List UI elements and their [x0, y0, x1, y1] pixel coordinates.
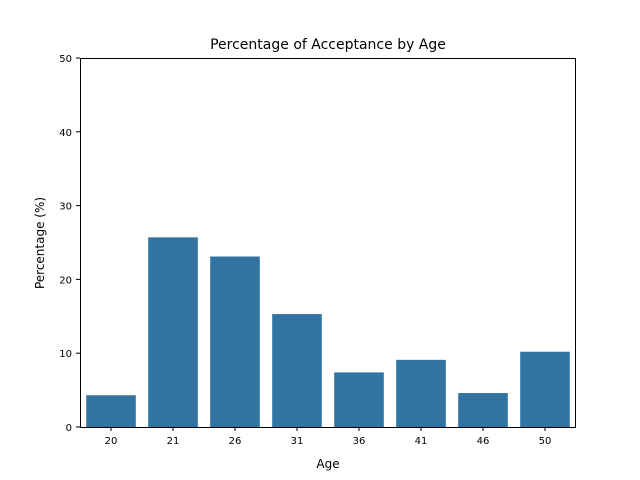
bar-46: [458, 393, 508, 427]
bar-41: [396, 359, 446, 427]
y-tick-label: 20: [59, 275, 72, 286]
x-tick-label: 31: [291, 436, 304, 447]
bar-21: [148, 237, 198, 427]
bar-20: [86, 395, 136, 427]
y-ticks-group: 0 10 20 30 40 50: [59, 54, 80, 434]
y-tick-label: 50: [59, 54, 72, 65]
x-tick-label: 26: [229, 436, 242, 447]
y-tick-label: 40: [59, 128, 72, 139]
x-tick-label: 50: [539, 436, 552, 447]
y-axis-label: Percentage (%): [33, 197, 47, 289]
y-tick-label: 10: [59, 349, 72, 360]
bar-50: [520, 351, 570, 427]
x-tick-label: 36: [353, 436, 366, 447]
x-axis-label: Age: [316, 457, 339, 471]
y-tick-label: 30: [59, 202, 72, 213]
bar-26: [210, 256, 260, 427]
y-tick-label: 0: [66, 423, 72, 434]
bar-31: [272, 314, 322, 427]
x-tick-label: 41: [415, 436, 428, 447]
x-tick-label: 46: [477, 436, 490, 447]
bar-36: [334, 372, 384, 427]
x-tick-label: 20: [105, 436, 118, 447]
chart-title: Percentage of Acceptance by Age: [210, 37, 446, 53]
x-ticks-group: 20 21 26 31 36 41 46 50: [105, 427, 552, 447]
x-tick-label: 21: [167, 436, 180, 447]
plot-frame: [80, 58, 576, 428]
bars-group: [86, 237, 570, 427]
